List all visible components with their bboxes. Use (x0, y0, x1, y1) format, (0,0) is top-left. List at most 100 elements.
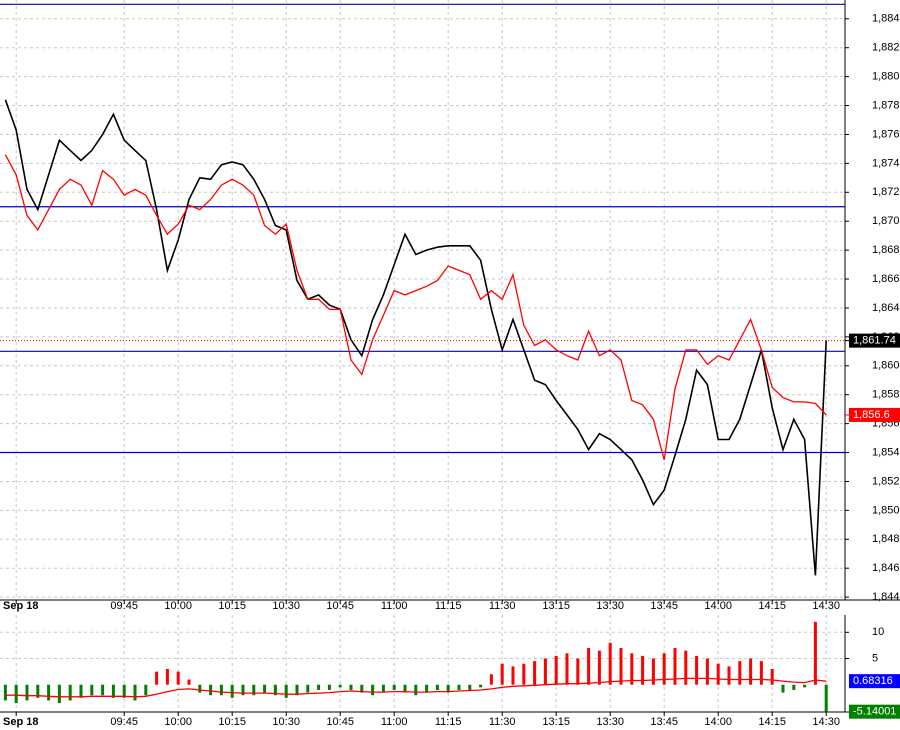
histogram-bar (630, 653, 634, 685)
y-tick-label: 10 (872, 626, 884, 638)
histogram-bar (25, 684, 29, 701)
histogram-bar (759, 661, 763, 685)
histogram-bar (230, 684, 234, 698)
histogram-bar (252, 684, 256, 696)
y-tick-label: 1,882 (872, 42, 900, 54)
histogram-last-label: -5.14001 (853, 706, 896, 718)
histogram-bar (155, 671, 159, 685)
x-tick-label: 13:30 (596, 716, 624, 728)
histogram-bar (349, 684, 353, 690)
x-tick-label: 11:00 (381, 716, 408, 728)
histogram-bar (500, 663, 504, 685)
histogram-bar (360, 684, 364, 693)
histogram-bar (79, 684, 83, 698)
x-tick-label: 13:15 (542, 716, 570, 728)
histogram-bar (468, 684, 472, 690)
y-tick-label: 1,844 (872, 591, 900, 603)
histogram-bar (619, 648, 623, 685)
histogram-bar (641, 655, 645, 685)
histogram-bar (165, 669, 169, 685)
histogram-bar (90, 684, 94, 696)
x-tick-label: Sep 18 (3, 600, 38, 612)
y-tick-label: 1,884 (872, 13, 900, 25)
x-tick-label: 10:15 (218, 716, 246, 728)
histogram-bar (749, 658, 753, 685)
x-tick-label: 13:45 (650, 600, 678, 612)
x-tick-label: 10:30 (272, 600, 300, 612)
histogram-bar (489, 674, 493, 685)
histogram-bar (522, 663, 526, 685)
x-tick-label: 14:15 (758, 600, 786, 612)
histogram-bar (241, 684, 245, 696)
histogram-bar (511, 666, 515, 685)
histogram-bar (576, 658, 580, 685)
x-tick-label: 10:00 (164, 716, 192, 728)
histogram-bar (263, 684, 267, 693)
x-tick-label: 14:30 (812, 600, 840, 612)
histogram-bar (803, 684, 807, 688)
histogram-bar (284, 684, 288, 698)
y-tick-label: 1,848 (872, 533, 900, 545)
y-tick-label: 1,866 (872, 273, 900, 285)
histogram-bar (273, 684, 277, 696)
y-tick-label: 1,880 (872, 71, 900, 83)
histogram-bar (425, 684, 429, 693)
x-tick-label: 11:30 (489, 716, 516, 728)
histogram-bar (554, 655, 558, 685)
histogram-bar (781, 684, 785, 693)
x-tick-label: 11:15 (435, 600, 462, 612)
histogram-bar (673, 648, 677, 685)
histogram-bar (597, 650, 601, 685)
x-tick-label: 13:15 (542, 600, 570, 612)
histogram-bar (176, 671, 180, 685)
y-tick-label: 5 (872, 652, 878, 664)
histogram-bar (565, 653, 569, 685)
histogram-bar (533, 661, 537, 685)
histogram-bar (792, 684, 796, 690)
y-tick-label: 1,858 (872, 389, 900, 401)
histogram-bar (111, 684, 115, 698)
histogram-bar (14, 684, 18, 704)
histogram-bar (381, 684, 385, 693)
x-tick-label: 11:30 (489, 600, 516, 612)
y-tick-label: 1,850 (872, 504, 900, 516)
histogram-bar (306, 684, 310, 693)
last-price-label-box (849, 333, 900, 348)
histogram-bar (727, 666, 731, 685)
histogram-bar (770, 669, 774, 685)
histogram-bar (684, 650, 688, 685)
y-tick-label: 1,878 (872, 99, 900, 111)
histogram-bar (608, 642, 612, 685)
x-tick-label: 09:45 (110, 716, 138, 728)
y-tick-label: 1,874 (872, 157, 900, 169)
histogram-bar (738, 661, 742, 685)
x-tick-label: 10:30 (272, 716, 300, 728)
histogram-bar (824, 684, 828, 712)
x-tick-label: 10:45 (326, 600, 354, 612)
histogram-bar (414, 684, 418, 696)
histogram-bar (36, 684, 40, 698)
histogram-bar (338, 684, 342, 688)
histogram-bar (209, 684, 213, 696)
histogram-bar (435, 684, 439, 690)
x-tick-label: 14:15 (758, 716, 786, 728)
histogram-bar (122, 684, 126, 698)
histogram-bar (371, 684, 375, 696)
histogram-bar (446, 684, 450, 693)
histogram-bar (716, 663, 720, 685)
last-price-label: 1,861.74 (853, 335, 896, 347)
histogram-bar (457, 684, 461, 690)
histogram-bar (219, 684, 223, 696)
signal-line (5, 677, 827, 698)
histogram-bar (3, 684, 7, 701)
y-tick-label: 1,864 (872, 302, 900, 314)
histogram-bar (144, 684, 148, 696)
histogram-bar (327, 684, 331, 690)
signal-last-label-box (849, 674, 900, 689)
ma-last-label: 1,856.6 (853, 409, 890, 421)
histogram-bar (295, 684, 299, 696)
x-tick-label: 10:45 (326, 716, 354, 728)
y-tick-label: 1,860 (872, 360, 900, 372)
